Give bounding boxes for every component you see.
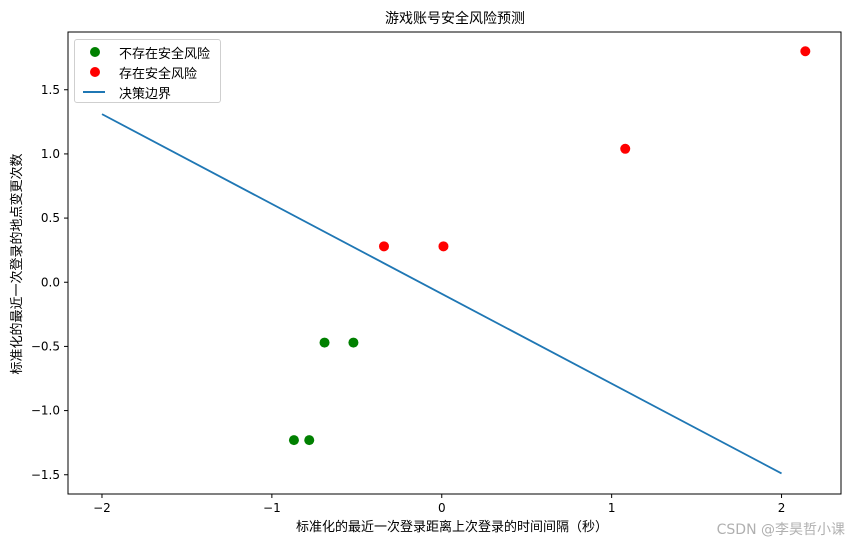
risk-point — [438, 241, 449, 252]
y-axis: −1.5 −1.0 −0.5 0.0 0.5 1.0 1.5 — [31, 83, 68, 482]
y-tick-label: 1.5 — [41, 83, 60, 97]
no-risk-point — [348, 337, 359, 348]
x-tick-label: −2 — [93, 501, 111, 515]
legend-item-boundary: 决策边界 — [83, 83, 172, 102]
y-tick-label: 0.0 — [41, 275, 60, 289]
plot-marks — [101, 46, 811, 475]
risk-point — [620, 143, 631, 154]
legend-label: 存在安全风险 — [119, 66, 198, 82]
decision-boundary-line — [101, 113, 782, 475]
y-tick-label: 0.5 — [41, 211, 60, 225]
legend-item-risk: 存在安全风险 — [83, 63, 198, 82]
no-risk-point — [304, 435, 315, 446]
risk-point — [378, 241, 389, 252]
y-tick-label: 1.0 — [41, 147, 60, 161]
no-risk-point — [319, 337, 330, 348]
y-axis-label: 标准化的最近一次登录的地点变更次数 — [9, 153, 25, 374]
x-tick-label: 0 — [438, 501, 446, 515]
chart-title: 游戏账号安全风险预测 — [385, 10, 525, 27]
legend-label: 不存在安全风险 — [119, 46, 211, 62]
legend-marker-green — [83, 43, 105, 61]
x-tick-label: 1 — [608, 501, 616, 515]
x-axis-label: 标准化的最近一次登录距离上次登录的时间间隔（秒） — [296, 519, 608, 535]
legend-item-no-risk: 不存在安全风险 — [83, 43, 211, 62]
legend-line-blue — [83, 83, 105, 101]
y-tick-label: −1.5 — [31, 468, 60, 482]
no-risk-point — [288, 435, 299, 446]
risk-point — [800, 46, 811, 57]
watermark: CSDN @李昊哲小课 — [716, 522, 845, 538]
y-tick-label: −0.5 — [31, 339, 60, 353]
y-tick-label: −1.0 — [31, 404, 60, 418]
legend-marker-red — [83, 63, 105, 81]
x-tick-label: 2 — [778, 501, 786, 515]
plot-frame — [67, 31, 842, 495]
x-tick-label: −1 — [263, 501, 281, 515]
legend-label: 决策边界 — [119, 86, 172, 102]
legend: 不存在安全风险 存在安全风险 决策边界 — [74, 39, 221, 103]
x-axis: −2 −1 0 1 2 — [93, 494, 785, 515]
